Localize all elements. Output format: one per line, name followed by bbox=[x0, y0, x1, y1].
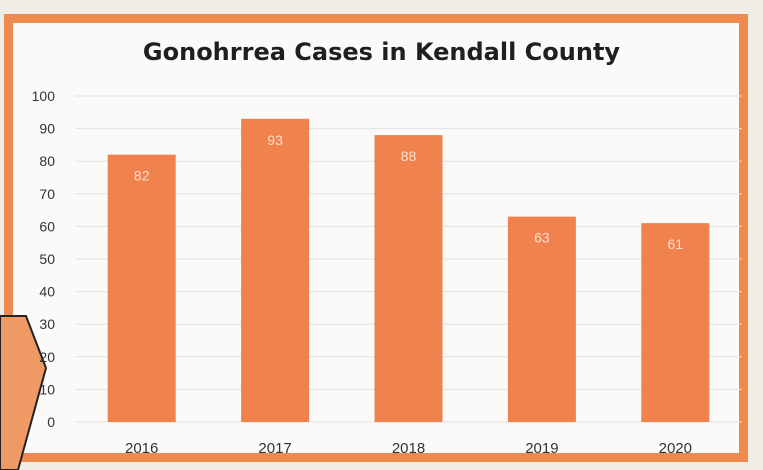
data-label: 63 bbox=[534, 230, 550, 246]
bar bbox=[641, 223, 710, 422]
y-tick-label: 60 bbox=[39, 218, 55, 234]
bar bbox=[374, 135, 443, 422]
x-tick-label: 2016 bbox=[125, 440, 158, 457]
data-label: 93 bbox=[267, 132, 283, 148]
x-tick-label: 2018 bbox=[392, 440, 425, 457]
x-tick-label: 2020 bbox=[659, 440, 692, 457]
data-label: 82 bbox=[134, 168, 150, 184]
chart-title: Gonohrrea Cases in Kendall County bbox=[142, 38, 621, 66]
x-tick-label: 2019 bbox=[525, 440, 558, 457]
y-tick-label: 30 bbox=[39, 316, 55, 332]
data-label: 88 bbox=[401, 148, 417, 164]
x-tick-label: 2017 bbox=[258, 440, 291, 457]
chevron-arrow-shape bbox=[0, 315, 48, 470]
y-tick-label: 20 bbox=[39, 349, 55, 365]
bar bbox=[507, 216, 576, 422]
y-tick-label: 10 bbox=[39, 381, 55, 397]
y-tick-label: 90 bbox=[39, 121, 55, 137]
y-tick-label: 0 bbox=[47, 414, 55, 430]
y-tick-label: 50 bbox=[39, 251, 55, 267]
y-tick-label: 80 bbox=[39, 153, 55, 169]
y-tick-label: 70 bbox=[39, 186, 55, 202]
y-tick-label: 40 bbox=[39, 284, 55, 300]
bar bbox=[241, 118, 310, 422]
data-label: 61 bbox=[668, 236, 684, 252]
bar bbox=[107, 154, 176, 422]
y-tick-label: 100 bbox=[32, 88, 56, 104]
